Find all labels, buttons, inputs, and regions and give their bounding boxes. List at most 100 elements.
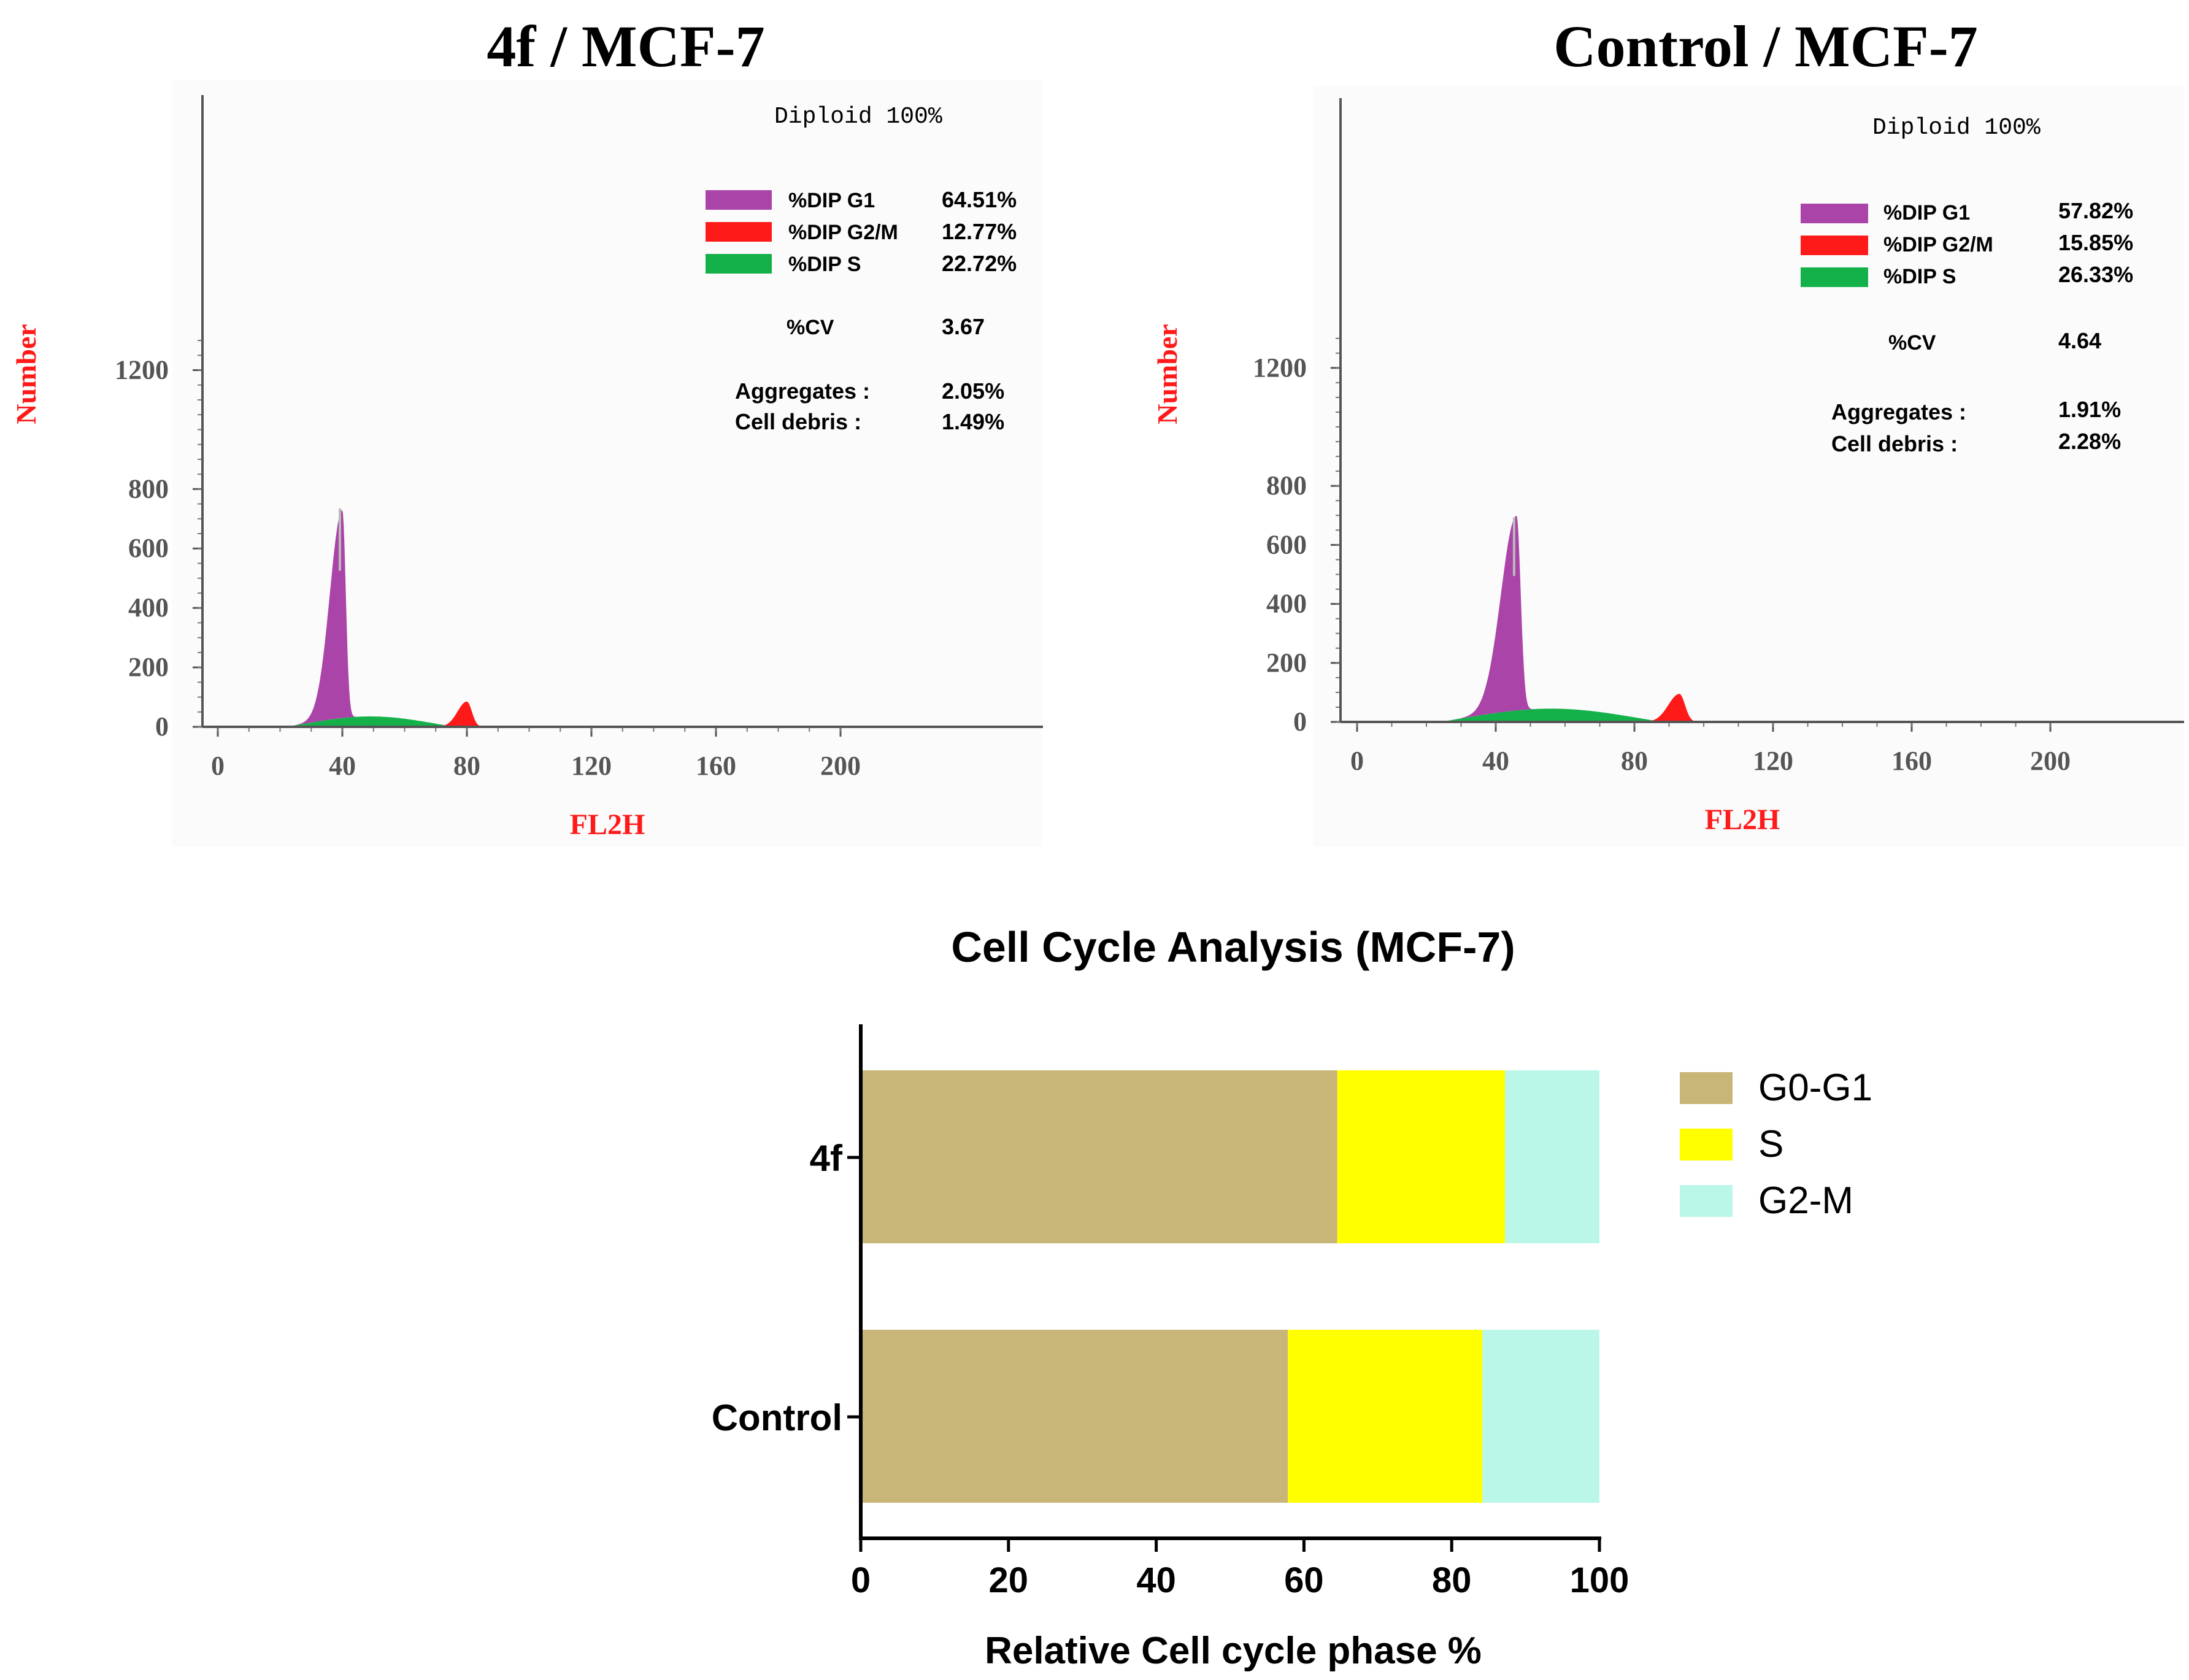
legend-swatch-g0-g1: [1680, 1072, 1733, 1104]
histogram-4f-title: 4f / MCF-7: [487, 13, 764, 79]
legend-swatch-g1: [1801, 204, 1868, 223]
histogram-y-tick-label: 1200: [1253, 353, 1307, 383]
histogram-4f-ylabel: Number: [10, 324, 42, 424]
legend-label-s: %DIP S: [788, 253, 861, 276]
bar-g0-g1-control: [861, 1330, 1288, 1503]
legend-swatch-s: [1801, 267, 1868, 287]
bar-x-tick-label: 40: [1136, 1560, 1176, 1600]
legend-swatch-g2-m: [1680, 1185, 1733, 1217]
stat-aggregates-label: Aggregates :: [735, 378, 870, 404]
bar-chart-legend: G0-G1 S G2-M: [1680, 1067, 1872, 1222]
histogram-g1-raw-edge: [339, 508, 341, 571]
bar-chart-cell-cycle: Cell Cycle Analysis (MCF-7) 4f Control 0 20…: [712, 923, 1872, 1672]
histogram-4f-ploidy: Diploid 100%: [774, 104, 942, 130]
histogram-y-tick-label: 600: [1266, 529, 1307, 559]
legend-swatch-g2m: [706, 222, 772, 242]
histogram-control-frame: [1313, 86, 2184, 846]
histogram-4f-frame: [172, 80, 1043, 846]
bar-x-tick-label: 0: [851, 1560, 871, 1600]
bar-category-label: Control: [712, 1397, 842, 1438]
histogram-x-tick-label: 80: [453, 751, 480, 781]
histogram-4f-ticks: 0 200 400 600 800 1200 0 40 80 120 160 200: [115, 340, 861, 781]
bar-chart-title: Cell Cycle Analysis (MCF-7): [951, 923, 1515, 971]
histogram-control: Control / MCF-7 0 200 400 600 800 1200 0 40 80 12…: [1152, 13, 2184, 846]
histogram-4f: 4f / MCF-7 0 200 400 600 800 1200 0 40 80 120 160 2…: [10, 13, 1043, 846]
legend-label-g1: %DIP G1: [788, 189, 875, 212]
legend-value-s: 22.72%: [942, 251, 1017, 276]
stat-aggregates-value: 1.91%: [2058, 397, 2121, 422]
stat-debris-label: Cell debris :: [735, 409, 861, 434]
histogram-x-tick-label: 160: [1891, 746, 1932, 776]
histogram-y-tick-label: 400: [128, 593, 169, 623]
histogram-x-tick-label: 120: [1753, 746, 1793, 776]
bar-s-4f: [1337, 1070, 1506, 1243]
stat-debris-value: 2.28%: [2058, 429, 2121, 454]
legend-value-g1: 57.82%: [2058, 198, 2133, 223]
histogram-x-tick-label: 0: [211, 751, 225, 781]
bar-g2-m-control: [1482, 1330, 1599, 1503]
histogram-4f-annotations: Diploid 100% %DIP G1 64.51% %DIP G2/M 12…: [706, 104, 1017, 434]
histogram-g2m-peak: [1633, 694, 1703, 722]
histogram-control-title: Control / MCF-7: [1553, 13, 1977, 79]
bar-chart-xlabel: Relative Cell cycle phase %: [985, 1630, 1482, 1672]
bar-chart-axes: 4f Control 0 20 40 60 80 100: [712, 1024, 1629, 1600]
histogram-x-tick-label: 200: [2030, 746, 2071, 776]
histogram-y-tick-label: 1200: [115, 355, 169, 385]
histogram-y-tick-label: 0: [155, 712, 169, 742]
stat-debris-value: 1.49%: [942, 409, 1004, 434]
histogram-x-tick-label: 0: [1350, 746, 1364, 776]
histogram-4f-curves: [286, 508, 488, 727]
legend-label-g2m: %DIP G2/M: [788, 221, 898, 244]
bar-g0-g1-4f: [861, 1070, 1337, 1243]
legend-label-g1: %DIP G1: [1883, 201, 1970, 224]
histogram-x-tick-label: 200: [820, 751, 861, 781]
histogram-g2m-peak: [428, 701, 488, 727]
histogram-y-tick-label: 200: [128, 652, 169, 682]
legend-swatch-g1: [706, 190, 772, 210]
histogram-x-tick-label: 80: [1621, 746, 1648, 776]
legend-swatch-s: [706, 254, 772, 274]
stat-cv-value: 4.64: [2058, 328, 2101, 353]
histogram-control-axes: [1339, 98, 2184, 723]
bar-s-control: [1288, 1330, 1483, 1503]
histogram-y-tick-label: 600: [128, 533, 169, 563]
histogram-x-tick-label: 40: [1482, 746, 1509, 776]
legend-swatch-s: [1680, 1129, 1733, 1160]
bar-x-tick-label: 20: [989, 1560, 1029, 1600]
legend-label-g0-g1: G0-G1: [1758, 1067, 1872, 1109]
histogram-control-xlabel: FL2H: [1705, 804, 1780, 836]
legend-value-g2m: 12.77%: [942, 219, 1017, 244]
stat-cv-value: 3.67: [942, 314, 985, 339]
bar-x-tick-label: 80: [1432, 1560, 1472, 1600]
bar-category-label: 4f: [810, 1138, 843, 1179]
histogram-g1-raw-edge: [1512, 517, 1515, 576]
histogram-s-phase-area: [1440, 708, 1663, 722]
legend-label-g2m: %DIP G2/M: [1883, 233, 1993, 256]
stat-aggregates-value: 2.05%: [942, 378, 1004, 404]
histogram-y-tick-label: 800: [128, 474, 169, 504]
histogram-x-tick-label: 120: [571, 751, 612, 781]
legend-value-g2m: 15.85%: [2058, 230, 2133, 255]
histogram-control-ticks: 0 200 400 600 800 1200 0 40 80 120 160 200: [1253, 337, 2071, 776]
histogram-y-tick-label: 800: [1266, 470, 1307, 501]
histogram-y-tick-label: 400: [1266, 589, 1307, 619]
histogram-4f-axes: [201, 95, 1043, 728]
bar-chart-marks: [861, 1070, 1599, 1503]
histogram-y-tick-label: 0: [1293, 707, 1307, 737]
histogram-y-tick-label: 200: [1266, 648, 1307, 678]
histogram-control-ylabel: Number: [1152, 324, 1183, 424]
stat-debris-label: Cell debris :: [1831, 431, 1958, 456]
bar-g2-m-4f: [1505, 1070, 1599, 1243]
legend-label-g2-m: G2-M: [1758, 1179, 1853, 1222]
stat-aggregates-label: Aggregates :: [1831, 399, 1966, 424]
histogram-x-tick-label: 40: [329, 751, 356, 781]
bar-x-tick-label: 100: [1570, 1560, 1629, 1600]
histogram-s-phase-area: [286, 716, 455, 727]
histogram-4f-xlabel: FL2H: [570, 808, 645, 841]
legend-label-s: S: [1758, 1123, 1783, 1165]
histogram-x-tick-label: 160: [696, 751, 736, 781]
legend-label-s: %DIP S: [1883, 265, 1956, 288]
histogram-control-annotations: Diploid 100% %DIP G1 57.82% %DIP G2/M 15…: [1801, 115, 2133, 456]
stat-cv-label: %CV: [1888, 331, 1936, 355]
